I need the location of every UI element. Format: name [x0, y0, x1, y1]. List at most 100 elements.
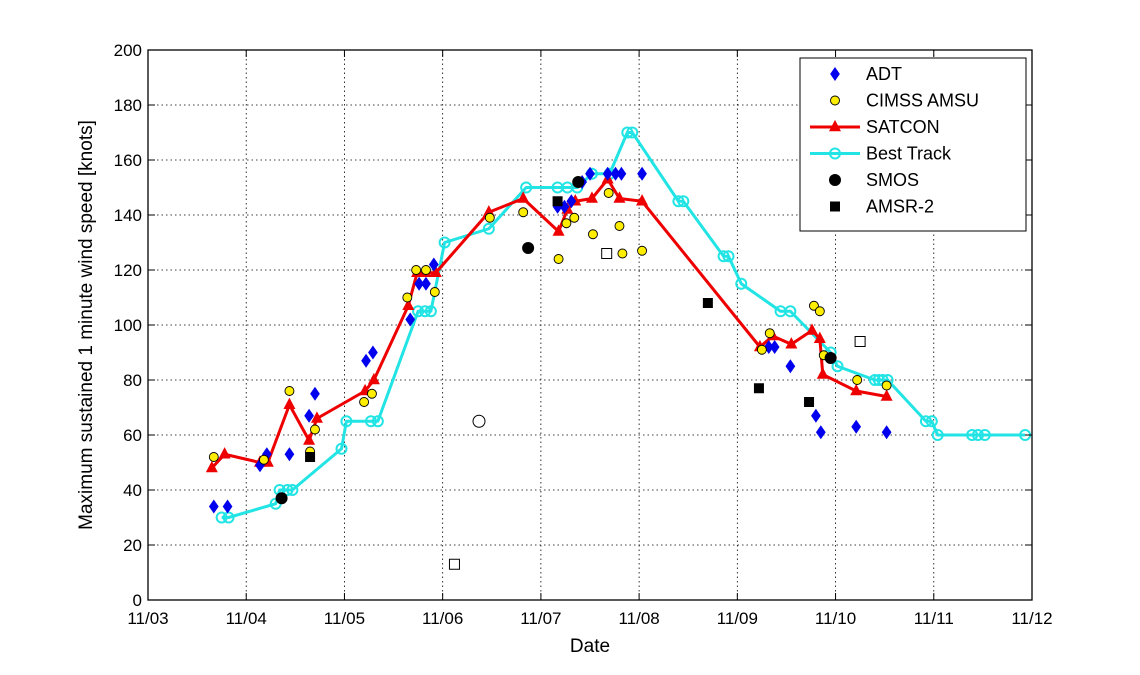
y-tick-label: 180: [114, 96, 142, 115]
cimss-amsu-point: [359, 397, 370, 407]
axis-ticks: 11/03 11/04 11/05 11/06 11/07 11/08 11/09 11/10…: [114, 41, 1053, 628]
satcon-point: [303, 433, 316, 445]
adt-point: [585, 166, 595, 181]
x-tick-label: 11/09: [717, 609, 758, 628]
satcon-point: [816, 367, 829, 379]
adt-point: [222, 499, 233, 514]
legend-item-amsr-2: AMSR-2: [830, 197, 934, 217]
legend-item-cimss-amsu: CIMSS AMSU: [830, 91, 979, 111]
cimss-amsu-point: [310, 424, 320, 435]
adt-point: [310, 386, 320, 401]
best-track-point: [966, 429, 979, 441]
best-track-point: [482, 222, 495, 235]
cimss-amsu-point: [484, 212, 495, 223]
best-track-point: [520, 181, 533, 194]
adt-point: [304, 408, 314, 423]
cimss-amsu-point: [208, 452, 219, 462]
amsr-2-point: [804, 397, 815, 407]
best-track-point: [364, 415, 377, 428]
cimss-amsu-point: [553, 254, 564, 264]
cimss-amsu-point: [764, 328, 775, 339]
best-track-point: [872, 374, 885, 386]
amsr-2-point: [305, 452, 316, 462]
best-track-point: [412, 305, 425, 318]
adt-point: [616, 166, 627, 181]
adt-point: [769, 339, 780, 355]
smos-point: [824, 352, 837, 364]
satcon-point: [402, 298, 415, 311]
adt-point: [208, 499, 219, 514]
legend-marker-amsr-2: [830, 201, 840, 212]
best-track-point: [784, 305, 797, 318]
x-tick-label: 11/11: [914, 609, 954, 628]
series-satcon: [205, 172, 893, 473]
satcon-point: [552, 224, 565, 236]
legend-label-cimss-amsu: CIMSS AMSU: [866, 91, 979, 111]
y-tick-label: 200: [114, 41, 142, 60]
adt-point: [368, 345, 378, 360]
x-tick-label: 11/12: [1011, 609, 1052, 628]
cimss-amsu-point: [366, 388, 377, 399]
legend-label-best-track: Best Track: [866, 144, 952, 164]
satcon-point: [880, 389, 893, 401]
legend-label-amsr-2: AMSR-2: [866, 197, 934, 217]
best-track-point: [722, 250, 735, 263]
legend-label-smos: SMOS: [866, 170, 919, 190]
legend-item-smos: SMOS: [829, 170, 919, 190]
x-axis-label: Date: [570, 636, 610, 657]
satcon-line: [210, 177, 887, 470]
adt-point: [361, 353, 371, 368]
adt-point: [414, 276, 424, 291]
series-amsr-2: [305, 196, 815, 462]
best-track-point: [335, 442, 348, 455]
satcon-point: [517, 191, 530, 203]
cimss-amsu-point: [637, 245, 648, 256]
y-tick-label: 120: [114, 261, 142, 280]
cimss-amsu-point: [881, 380, 892, 391]
adt-point: [421, 276, 431, 291]
best-track-point: [215, 511, 228, 524]
legend-marker-best-track: [829, 147, 841, 160]
y-tick-label: 60: [123, 426, 142, 445]
smos-point: [275, 492, 288, 505]
adt-point: [785, 359, 796, 374]
adt-point: [284, 447, 295, 462]
best-track-point: [621, 126, 634, 139]
legend-marker-satcon: [829, 119, 841, 132]
series-cimss-amsu: [208, 188, 892, 465]
cimss-amsu-point: [814, 306, 825, 317]
smos-point: [572, 176, 585, 188]
adt-point: [881, 425, 892, 440]
hollow-square-point: [448, 558, 460, 570]
legend-item-best-track: Best Track: [810, 144, 952, 164]
legend-item-adt: ADT: [830, 64, 902, 84]
best-track-point: [286, 484, 299, 496]
satcon-point: [813, 331, 826, 344]
best-track-point: [438, 236, 451, 249]
series-best-track: [215, 126, 1032, 524]
cimss-amsu-point: [587, 229, 598, 240]
adt-point: [428, 257, 439, 272]
cimss-amsu-point: [421, 265, 431, 275]
legend: ADT CIMSS AMSU SATCON Best Track SMOS AMSR-2: [799, 57, 1027, 232]
cimss-amsu-point: [518, 207, 529, 218]
adt-point: [637, 166, 647, 181]
best-track-point: [971, 429, 984, 441]
series-layer: [205, 126, 1032, 570]
cimss-amsu-point: [614, 221, 625, 231]
satcon-point: [310, 411, 323, 423]
series-hollow-circle: [472, 414, 486, 428]
best-track-point: [672, 195, 685, 208]
cimss-amsu-point: [852, 375, 863, 385]
best-track-point: [677, 195, 690, 208]
x-tick-label: 11/08: [618, 609, 659, 628]
x-tick-label: 11/03: [127, 609, 168, 628]
legend-marker-smos: [829, 174, 841, 186]
legend-label-satcon: SATCON: [866, 117, 940, 137]
best-track-point: [222, 511, 235, 524]
legend-item-satcon: SATCON: [810, 117, 940, 137]
hollow-circle-point: [472, 414, 486, 428]
grid-lines: [148, 50, 1032, 600]
satcon-point: [429, 265, 442, 278]
